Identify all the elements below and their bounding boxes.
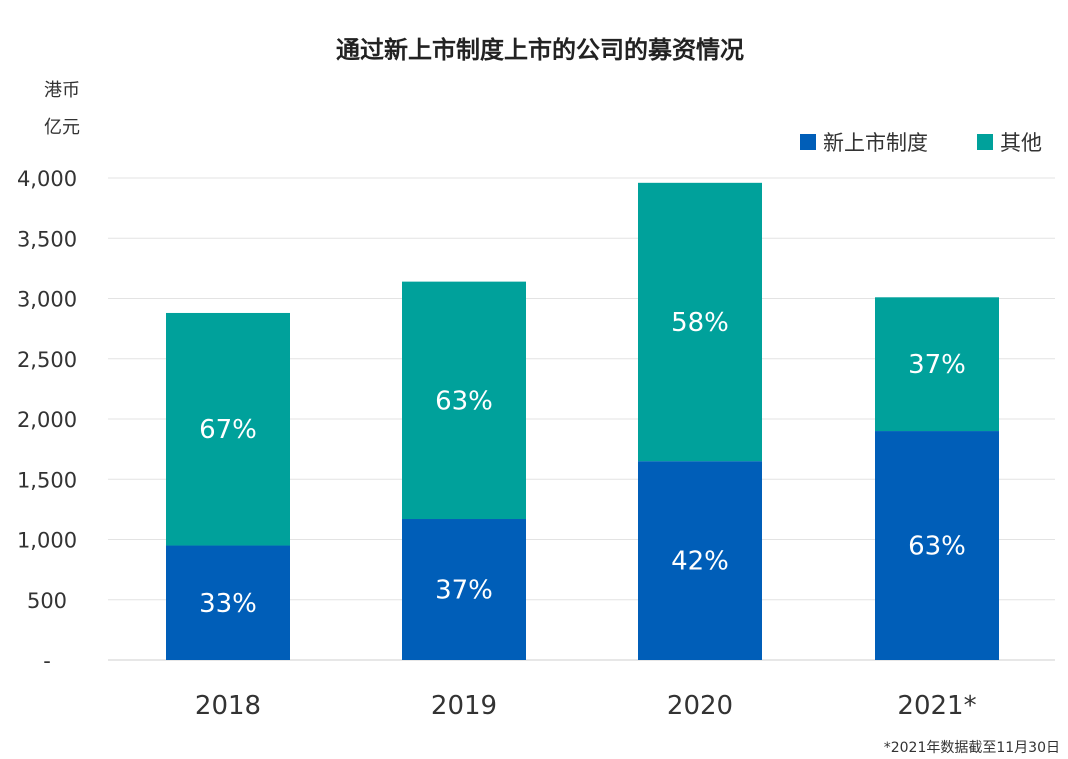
bar-segment	[402, 519, 526, 660]
bar-data-label: 63%	[908, 532, 966, 562]
bar-segment	[638, 182, 762, 462]
bar-segment	[166, 545, 290, 660]
x-tick-label: 2019	[431, 691, 497, 721]
y-tick-label: 1,000	[17, 529, 77, 553]
y-axis-unit-line1: 港币	[44, 80, 80, 101]
bar-data-label: 33%	[199, 589, 257, 619]
legend-label: 其他	[1000, 131, 1042, 155]
y-tick-label: 500	[27, 589, 67, 613]
y-tick-label: 2,500	[17, 348, 77, 372]
legend-label: 新上市制度	[823, 131, 928, 155]
y-tick-label: 4,000	[17, 167, 77, 191]
x-tick-label: 2021*	[897, 691, 976, 721]
bar-segment	[638, 461, 762, 660]
y-tick-label: -	[43, 649, 51, 673]
y-tick-label: 3,500	[17, 227, 77, 251]
bar-data-label: 37%	[435, 576, 493, 606]
bar-segment	[166, 312, 290, 546]
x-tick-label: 2018	[195, 691, 261, 721]
y-axis-unit-line2: 亿元	[44, 117, 80, 138]
bar-data-label: 63%	[435, 386, 493, 416]
bar-data-label: 67%	[199, 415, 257, 445]
legend-swatch	[977, 134, 993, 150]
chart-title: 通过新上市制度上市的公司的募资情况	[336, 36, 744, 64]
bars: 33% 67% 37% 63% 42% 58% 63% 37%	[166, 182, 999, 660]
bar-segment	[402, 281, 526, 520]
y-tick-label: 3,000	[17, 288, 77, 312]
bar-data-label: 42%	[671, 547, 729, 577]
x-axis-ticks: 2018 2019 2020 2021*	[195, 691, 977, 721]
footnote: *2021年数据截至11月30日	[884, 740, 1060, 756]
y-tick-label: 2,000	[17, 408, 77, 432]
y-tick-label: 1,500	[17, 468, 77, 492]
legend: 新上市制度 其他	[800, 131, 1042, 155]
bar-segment	[875, 297, 999, 432]
y-axis-ticks: - 500 1,000 1,500 2,000 2,500 3,000 3,500 4,000	[17, 167, 77, 673]
bar-segment	[875, 431, 999, 660]
bar-data-label: 37%	[908, 350, 966, 380]
legend-swatch	[800, 134, 816, 150]
x-tick-label: 2020	[667, 691, 733, 721]
bar-data-label: 58%	[671, 308, 729, 338]
